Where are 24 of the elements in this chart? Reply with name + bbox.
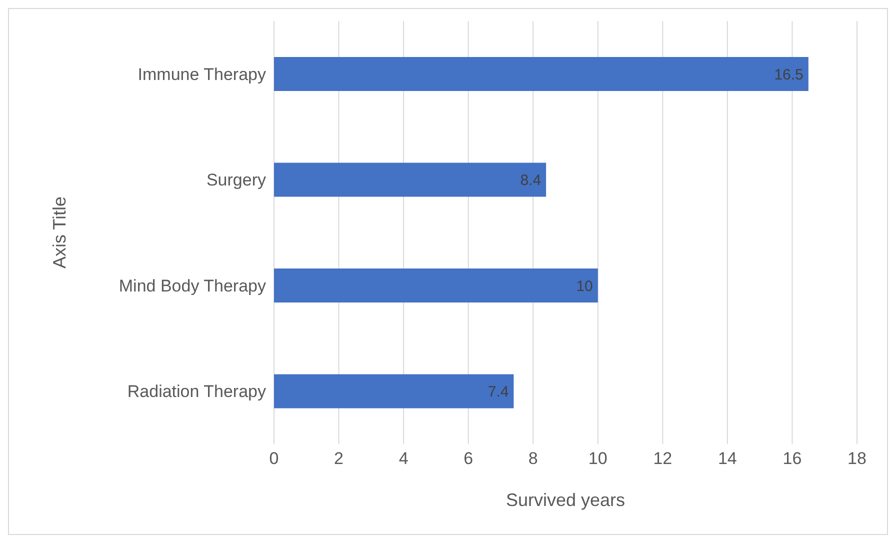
x-tick-label: 18 xyxy=(848,449,866,468)
y-tick-label: Immune Therapy xyxy=(138,64,266,84)
x-tick-label: 10 xyxy=(588,449,608,468)
y-tick-label: Surgery xyxy=(206,170,266,190)
x-tick-label: 16 xyxy=(782,449,802,468)
bar xyxy=(274,268,598,302)
x-tick-label: 0 xyxy=(269,449,279,468)
y-axis-title: Axis Title xyxy=(49,196,70,269)
y-tick-label: Mind Body Therapy xyxy=(118,276,266,296)
bar xyxy=(274,374,514,408)
x-tick-label: 8 xyxy=(528,449,538,468)
x-tick-label: 2 xyxy=(334,449,344,468)
x-tick-label: 14 xyxy=(718,449,737,468)
data-label: 16.5 xyxy=(774,66,804,84)
x-axis-title: Survived years xyxy=(506,490,626,510)
data-label: 10 xyxy=(576,278,593,295)
bar xyxy=(274,57,808,91)
y-tick-label: Radiation Therapy xyxy=(127,382,266,402)
x-tick-label: 4 xyxy=(398,449,408,468)
x-tick-label: 12 xyxy=(653,449,672,468)
bar xyxy=(274,162,546,197)
data-label: 8.4 xyxy=(520,172,542,190)
x-tick-label: 6 xyxy=(464,449,474,468)
data-label: 7.4 xyxy=(488,384,509,401)
